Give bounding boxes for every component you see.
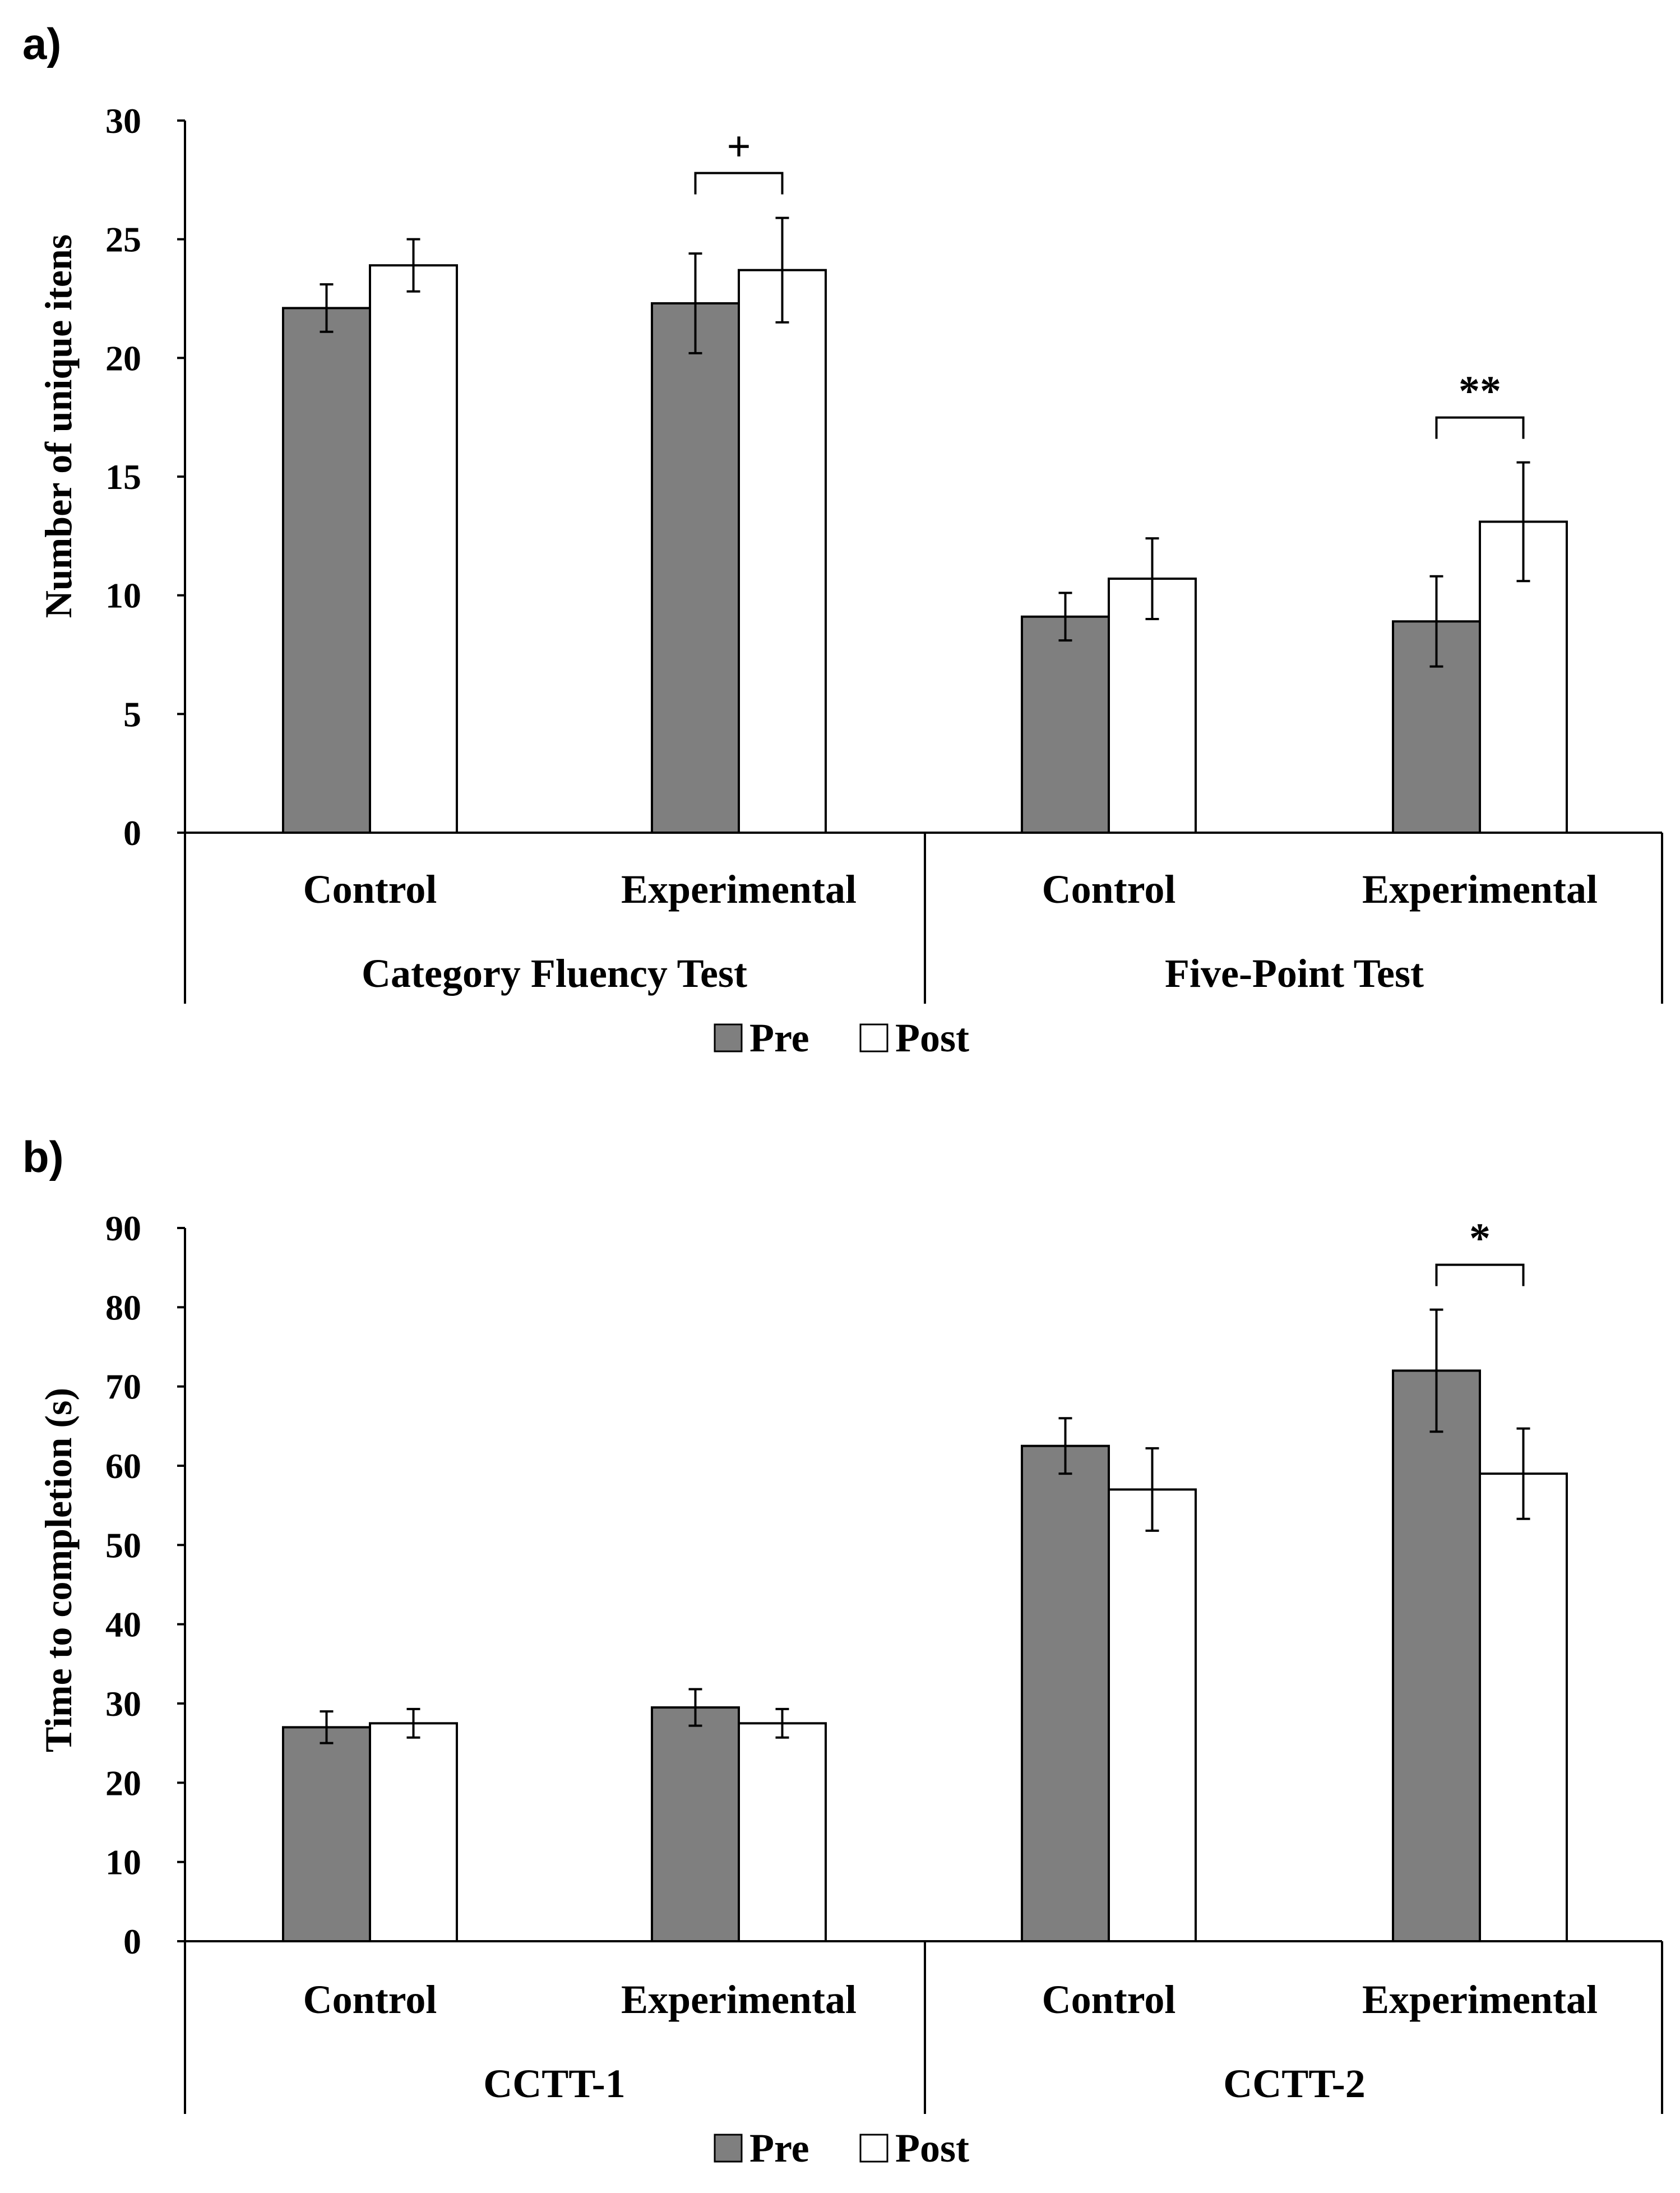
significance-bracket bbox=[1435, 416, 1525, 439]
category-label: Experimental bbox=[1362, 1977, 1598, 2022]
legend-label-pre: Pre bbox=[749, 1015, 809, 1060]
legend-swatch-pre bbox=[714, 1023, 743, 1052]
legend-swatch-post bbox=[859, 2134, 888, 2163]
bar-post bbox=[1108, 578, 1197, 834]
bar-post bbox=[369, 264, 458, 834]
y-tick-label: 20 bbox=[105, 1763, 141, 1803]
group-label: Category Fluency Test bbox=[362, 951, 747, 996]
group-label: CCTT-2 bbox=[1223, 2061, 1365, 2106]
significance-marker: ** bbox=[1459, 368, 1501, 415]
panel-label: a) bbox=[22, 19, 61, 68]
y-tick-label: 80 bbox=[105, 1287, 141, 1327]
significance-bracket bbox=[1435, 1263, 1525, 1286]
bar-pre bbox=[282, 1726, 371, 1942]
group-label: CCTT-1 bbox=[483, 2061, 625, 2106]
y-tick-label: 20 bbox=[105, 338, 141, 378]
y-tick-label: 70 bbox=[105, 1367, 141, 1407]
category-label: Control bbox=[303, 867, 437, 912]
significance-marker: + bbox=[726, 123, 751, 170]
group-label: Five-Point Test bbox=[1165, 951, 1424, 996]
category-label: Control bbox=[1042, 1977, 1176, 2022]
y-tick-label: 10 bbox=[105, 1843, 141, 1882]
y-tick-label: 10 bbox=[105, 576, 141, 616]
bar-post bbox=[738, 1722, 827, 1942]
y-tick-label: 0 bbox=[123, 1922, 141, 1961]
legend-label-post: Post bbox=[895, 1015, 969, 1060]
bar-pre bbox=[1021, 1444, 1110, 1943]
y-tick-label: 50 bbox=[105, 1525, 141, 1565]
panel-label: b) bbox=[22, 1132, 64, 1181]
y-tick-label: 90 bbox=[105, 1208, 141, 1248]
y-tick-label: 30 bbox=[105, 101, 141, 141]
y-tick-label: 40 bbox=[105, 1605, 141, 1645]
y-tick-label: 30 bbox=[105, 1684, 141, 1724]
bar-post bbox=[1479, 1472, 1568, 1942]
y-tick-label: 60 bbox=[105, 1446, 141, 1486]
y-axis-label: Time to completion (s) bbox=[37, 1388, 80, 1752]
y-axis-label: Number of unique itens bbox=[37, 234, 80, 618]
y-tick-label: 0 bbox=[123, 813, 141, 853]
bar-pre bbox=[282, 307, 371, 834]
category-label: Experimental bbox=[1362, 867, 1598, 912]
bar-pre bbox=[1021, 615, 1110, 834]
bar-post bbox=[738, 269, 827, 834]
category-label: Experimental bbox=[621, 1977, 857, 2022]
legend-label-post: Post bbox=[895, 2126, 969, 2171]
legend-label-pre: Pre bbox=[749, 2126, 809, 2171]
bar-post bbox=[1108, 1488, 1197, 1942]
y-tick-label: 15 bbox=[105, 457, 141, 497]
bar-post bbox=[369, 1722, 458, 1942]
category-label: Control bbox=[1042, 867, 1176, 912]
y-tick-label: 25 bbox=[105, 220, 141, 260]
y-tick-label: 5 bbox=[123, 694, 141, 734]
significance-marker: * bbox=[1469, 1215, 1491, 1262]
bar-pre bbox=[1392, 1369, 1481, 1942]
panel-b-chart: b) 0 10 20 30 40 50 60 70 80 90 Time to completion … bbox=[22, 1132, 1663, 2171]
bar-pre bbox=[651, 302, 740, 834]
category-label: Control bbox=[303, 1977, 437, 2022]
panel-a-chart: a) 0 5 10 15 20 25 30 Number of unique itens Cont… bbox=[22, 19, 1663, 1060]
bar-pre bbox=[651, 1706, 740, 1942]
category-label: Experimental bbox=[621, 867, 857, 912]
legend-swatch-post bbox=[859, 1023, 888, 1052]
significance-bracket bbox=[694, 172, 784, 195]
legend-swatch-pre bbox=[714, 2134, 743, 2163]
